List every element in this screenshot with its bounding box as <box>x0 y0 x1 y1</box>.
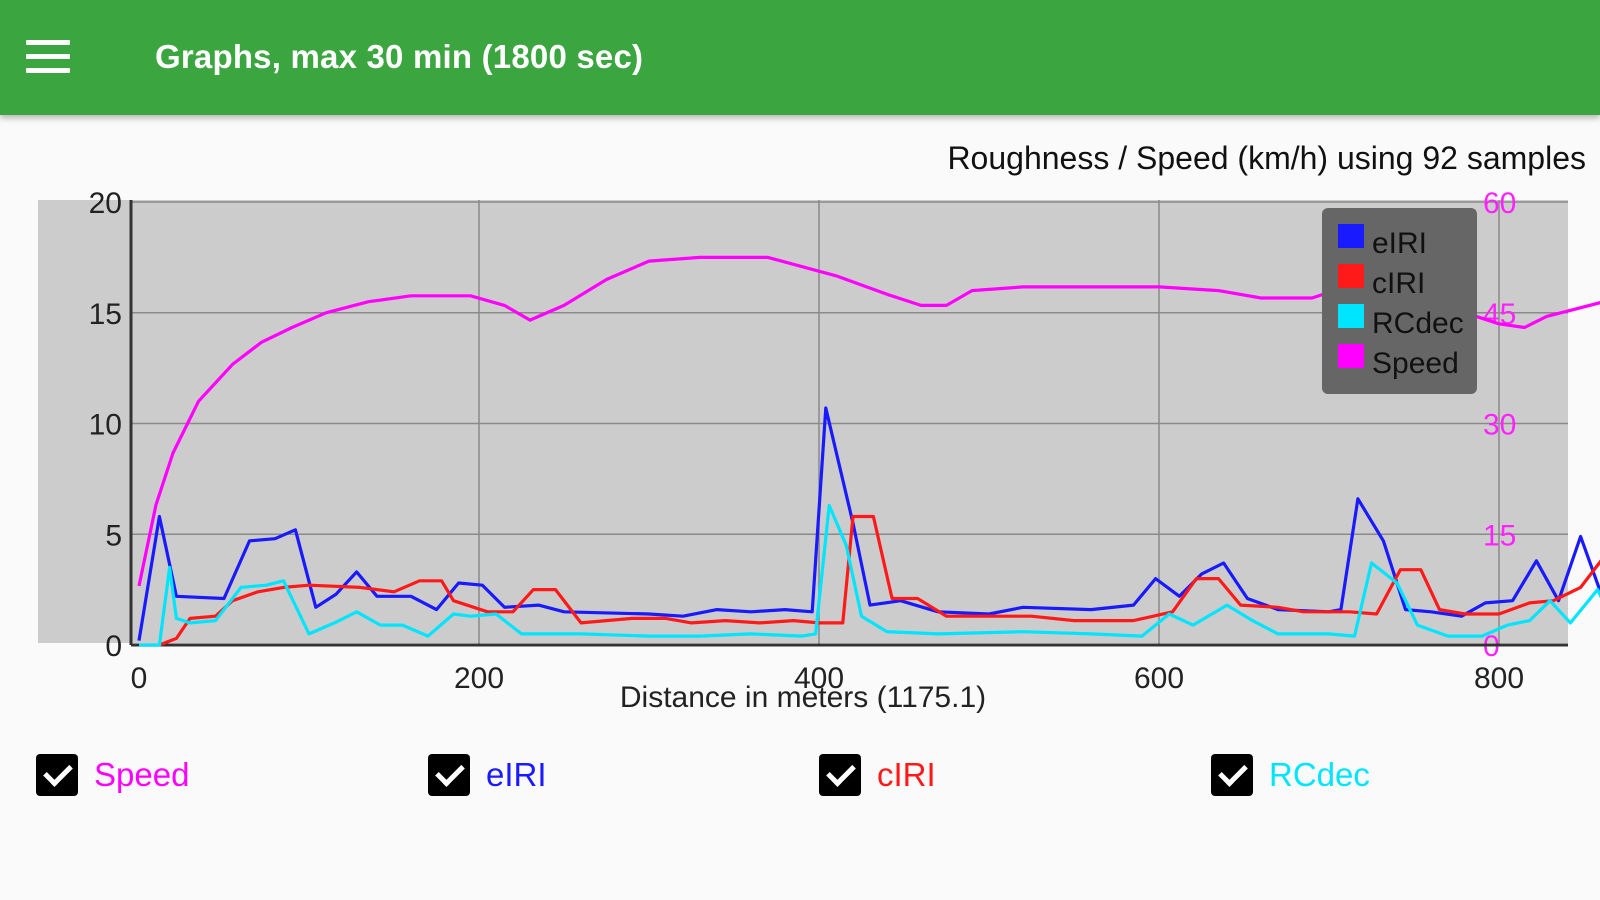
legend-swatch-ciri <box>1338 264 1364 288</box>
series-line-rcdec <box>139 503 1600 647</box>
checkbox-checked-icon[interactable] <box>819 754 861 796</box>
y-tick-label-left: 20 <box>89 187 122 220</box>
x-tick-label: 800 <box>1474 662 1524 695</box>
roughness-speed-chart: 0510152001530456002004006008001,000Dista… <box>38 187 1600 714</box>
x-tick-label: 0 <box>131 662 148 695</box>
checkbox-checked-icon[interactable] <box>1211 754 1253 796</box>
eiri-checkbox-label: eIRI <box>486 756 547 793</box>
legend-swatch-eiri <box>1338 224 1364 248</box>
legend-label-ciri: cIRI <box>1372 267 1425 300</box>
legend-label-speed: Speed <box>1372 347 1459 380</box>
series-line-eiri <box>137 406 1600 641</box>
series-toggles: Speed eIRI cIRI RCdec <box>0 750 1600 810</box>
checkbox-checked-icon[interactable] <box>36 754 78 796</box>
page-title: Graphs, max 30 min (1800 sec) <box>155 38 644 75</box>
series-line-ciri <box>139 514 1600 647</box>
plot-background <box>38 200 1568 643</box>
y-tick-label-left: 5 <box>105 519 122 552</box>
x-tick-label: 600 <box>1134 662 1184 695</box>
x-tick-label: 400 <box>794 662 844 695</box>
legend-label-rcdec: RCdec <box>1372 307 1464 340</box>
app-bar: Graphs, max 30 min (1800 sec) <box>0 0 1600 115</box>
x-tick-label: 200 <box>454 662 504 695</box>
legend-swatch-speed <box>1338 344 1364 368</box>
checkbox-checked-icon[interactable] <box>428 754 470 796</box>
y-tick-label-left: 10 <box>89 409 122 442</box>
x-axis-label: Distance in meters (1175.1) <box>620 681 986 714</box>
chart-title: Roughness / Speed (km/h) using 92 sample… <box>947 140 1586 176</box>
rcdec-checkbox-label: RCdec <box>1269 756 1370 793</box>
y-tick-label-left: 15 <box>89 298 122 331</box>
speed-checkbox-label: Speed <box>94 756 190 793</box>
y-tick-label-left: 0 <box>105 630 122 663</box>
hamburger-menu-icon[interactable] <box>20 34 76 82</box>
legend-swatch-rcdec <box>1338 304 1364 328</box>
series-line-speed <box>137 255 1600 587</box>
ciri-checkbox-label: cIRI <box>877 756 936 793</box>
legend-label-eiri: eIRI <box>1372 227 1427 260</box>
